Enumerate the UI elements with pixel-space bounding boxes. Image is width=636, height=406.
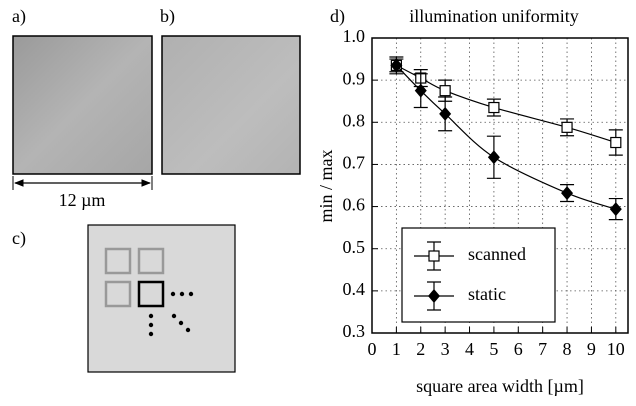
legend-label: static: [468, 284, 506, 304]
y-tick-label: 1.0: [343, 26, 366, 46]
y-tick-label: 0.4: [343, 279, 366, 299]
panel-label: c): [12, 228, 26, 249]
image-b: [161, 35, 301, 175]
active-square: [137, 280, 165, 308]
data-point: [561, 121, 573, 133]
data-point: [390, 58, 403, 73]
x-tick-label: 3: [441, 339, 450, 359]
dots: [148, 291, 194, 337]
data-point: [488, 101, 500, 114]
data-point: [414, 83, 427, 98]
data-point: [609, 202, 622, 217]
x-tick-label: 1: [392, 339, 401, 359]
x-tick-label: 8: [563, 339, 572, 359]
x-tick-label: 10: [607, 339, 625, 359]
panel-label: b): [160, 6, 175, 27]
y-tick-label: 0.8: [343, 110, 366, 130]
series-line: [395, 64, 616, 210]
chart-title: illumination uniformity: [409, 6, 579, 26]
plot-frame: [371, 37, 629, 334]
x-axis-label: square area width [µm]: [416, 376, 584, 396]
scale-label: 12 µm: [59, 190, 106, 210]
data-point: [487, 150, 500, 165]
x-tick-label: 2: [416, 339, 425, 359]
data-point: [439, 85, 451, 97]
data-point: [439, 106, 452, 121]
x-tick-label: 6: [514, 339, 523, 359]
legend: [401, 227, 556, 323]
x-tick-label: 5: [489, 339, 498, 359]
panel-label: a): [12, 6, 26, 27]
y-tick-label: 0.9: [343, 68, 366, 88]
image-a: [12, 35, 153, 175]
x-tick-label: 0: [368, 339, 377, 359]
y-tick-label: 0.6: [343, 195, 366, 215]
scan-squares: [104, 247, 165, 308]
x-tick-label: 4: [465, 339, 474, 359]
series-line: [396, 64, 616, 144]
data-point: [610, 136, 622, 149]
scan-area: [87, 224, 236, 373]
y-tick-label: 0.7: [343, 153, 366, 173]
y-tick-label: 0.5: [343, 237, 366, 257]
x-tick-label: 9: [587, 339, 596, 359]
data-point: [561, 186, 574, 201]
legend-label: scanned: [468, 244, 526, 264]
y-tick-label: 0.3: [343, 321, 366, 341]
x-tick-label: 7: [538, 339, 547, 359]
panel-label: d): [330, 6, 345, 27]
y-axis-label: min / max: [316, 150, 336, 223]
legend-symbol: [428, 250, 440, 262]
legend-symbol: [428, 289, 440, 303]
